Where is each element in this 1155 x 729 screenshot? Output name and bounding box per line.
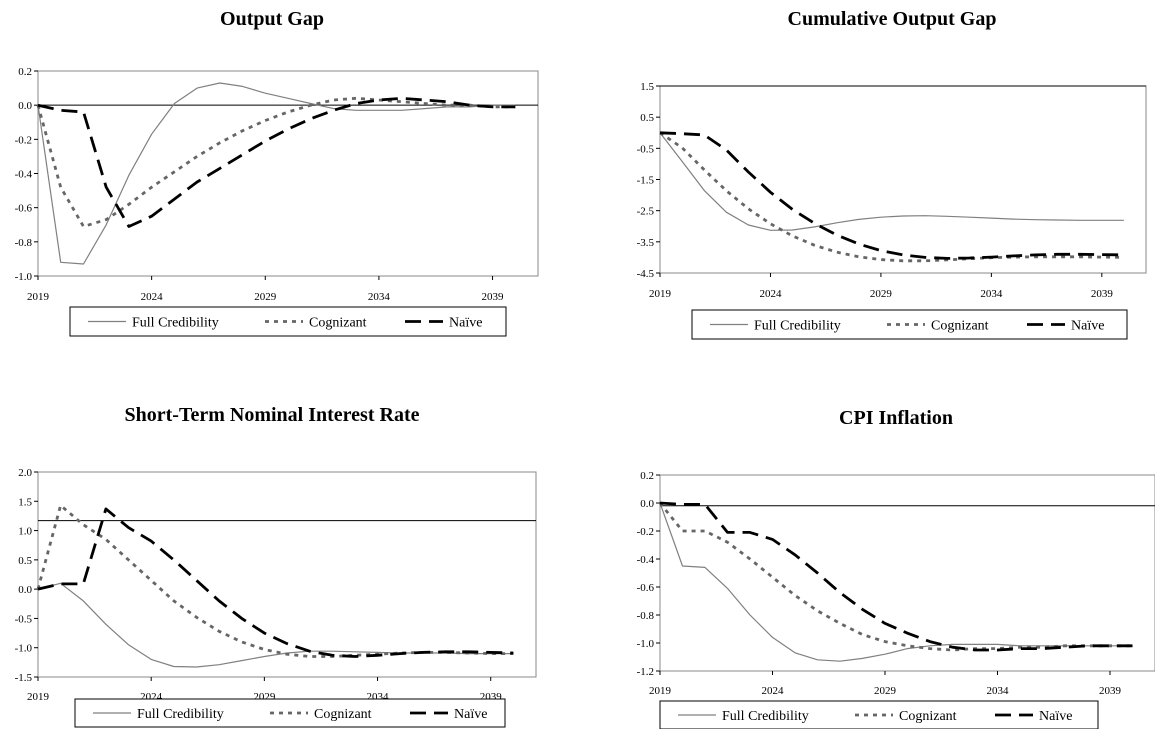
y-tick-label: -1.5 (637, 175, 655, 187)
y-tick-label: 0.0 (640, 498, 654, 510)
chart-title: CPI Inflation (839, 407, 953, 429)
x-tick-label: 2039 (1099, 685, 1122, 697)
series-line-cognizant (36, 503, 514, 658)
legend-label: Cognizant (931, 319, 989, 334)
plot-frame (659, 85, 1147, 274)
y-tick-label: -2.5 (637, 206, 655, 218)
y-tick-label: -1.0 (15, 643, 33, 655)
y-tick-label: 0.0 (18, 100, 32, 112)
legend-label: Full Credibility (132, 316, 219, 331)
x-tick-label: 2034 (368, 291, 391, 303)
y-tick-label: -1.2 (637, 666, 654, 678)
series-line-full-credibility (37, 82, 516, 265)
x-tick-label: 2024 (762, 685, 785, 697)
series-line-cognizant (36, 96, 516, 228)
y-tick-label: -0.6 (15, 203, 33, 215)
chart-2: Cumulative Output Gap 1.5 0.5 -0.5 -1.5 -2.5 -… (637, 8, 1147, 340)
chart-title: Short-Term Nominal Interest Rate (125, 404, 420, 426)
legend: Full Credibility Cognizant Naïve (659, 700, 1099, 729)
y-tick-label: -1.0 (15, 271, 33, 283)
legend-label: Naïve (1039, 709, 1072, 724)
legend: Full Credibility Cognizant Naïve (74, 698, 506, 728)
legend-label: Full Credibility (722, 709, 809, 724)
legend: Full Credibility Cognizant Naïve (691, 309, 1128, 340)
x-tick-label: 2034 (980, 288, 1003, 300)
chart-1: Output Gap 0.2 0.0 -0.2 -0.4 -0.6 -0.8 -1.0 2019… (15, 8, 539, 337)
x-tick-label: 2024 (141, 291, 164, 303)
y-tick-label: 0.5 (640, 112, 654, 124)
chart-title: Output Gap (220, 8, 324, 30)
y-tick-label: -3.5 (637, 237, 655, 249)
y-tick-label: -0.8 (637, 610, 655, 622)
series-line-na-ve (659, 131, 1124, 260)
y-tick-label: -1.0 (637, 638, 655, 650)
x-tick-label: 2039 (1091, 288, 1114, 300)
y-tick-label: -0.4 (15, 169, 33, 181)
y-tick-label: -0.5 (637, 143, 655, 155)
y-tick-label: 0.2 (640, 470, 654, 482)
y-tick-label: 1.0 (18, 526, 32, 538)
legend-label: Naïve (1071, 319, 1104, 334)
legend-label: Full Credibility (754, 319, 841, 334)
series-line-na-ve (37, 507, 514, 658)
chart-4: CPI Inflation 0.2 0.0 -0.2 -0.4 -0.6 -0.8 -1.0 -… (637, 407, 1155, 729)
y-tick-label: -1.5 (15, 672, 33, 684)
y-tick-label: 2.0 (18, 467, 32, 479)
y-tick-label: -0.2 (15, 134, 32, 146)
x-tick-label: 2024 (759, 288, 782, 300)
x-tick-label: 2039 (482, 291, 505, 303)
y-tick-label: -0.4 (637, 554, 655, 566)
series-line-na-ve (37, 96, 516, 228)
y-tick-label: 0.0 (18, 584, 32, 596)
plot-frame (37, 471, 537, 678)
x-tick-label: 2019 (649, 685, 672, 697)
series-line-cognizant (658, 502, 1133, 652)
series-line-full-credibility (659, 132, 1124, 231)
legend-label: Cognizant (309, 316, 367, 331)
series-line-na-ve (659, 501, 1133, 652)
chart-title: Cumulative Output Gap (788, 8, 997, 30)
legend: Full Credibility Cognizant Naïve (69, 306, 507, 337)
legend-label: Cognizant (314, 707, 372, 722)
y-tick-label: 1.5 (640, 81, 654, 93)
x-tick-label: 2029 (254, 291, 277, 303)
legend-label: Naïve (449, 316, 482, 331)
y-tick-label: -4.5 (637, 268, 655, 280)
series-line-cognizant (659, 131, 1124, 263)
x-tick-label: 2029 (870, 288, 893, 300)
y-tick-label: 0.2 (18, 66, 32, 78)
plot-frame (37, 70, 539, 277)
y-tick-label: -0.5 (15, 613, 33, 625)
x-tick-label: 2019 (27, 291, 50, 303)
series-line-full-credibility (37, 582, 514, 668)
x-tick-label: 2034 (987, 685, 1010, 697)
y-tick-label: -0.6 (637, 582, 655, 594)
series-line-full-credibility (659, 502, 1133, 662)
y-tick-label: -0.8 (15, 237, 33, 249)
legend-label: Naïve (454, 707, 487, 722)
legend-label: Full Credibility (137, 707, 224, 722)
x-tick-label: 2019 (649, 288, 672, 300)
legend-label: Cognizant (899, 709, 957, 724)
chart-3: Short-Term Nominal Interest Rate 2.0 1.5 1.… (15, 404, 537, 728)
y-tick-label: -0.2 (637, 526, 654, 538)
y-tick-label: 0.5 (18, 555, 32, 567)
plot-frame (659, 474, 1155, 672)
y-tick-label: 1.5 (18, 496, 32, 508)
x-tick-label: 2029 (874, 685, 897, 697)
x-tick-label: 2019 (27, 691, 50, 703)
